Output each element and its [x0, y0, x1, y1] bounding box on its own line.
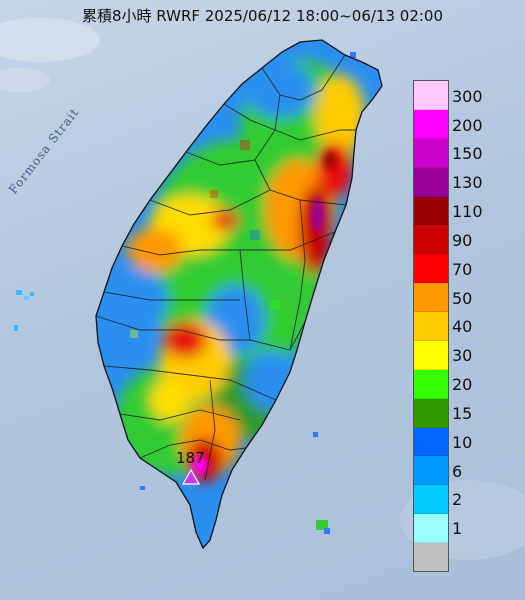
legend-swatch [414, 167, 448, 197]
legend-swatch [414, 254, 448, 284]
legend-swatch [414, 398, 448, 428]
legend-label: 130 [452, 173, 483, 193]
legend-label: 70 [452, 259, 473, 279]
legend-label: 20 [452, 375, 473, 395]
legend-swatch [414, 543, 448, 571]
peak-marker-icon [181, 468, 201, 485]
peak-value-label: 187 [176, 449, 205, 467]
legend-label: 300 [452, 86, 483, 106]
legend-swatch [414, 196, 448, 226]
legend-swatch [414, 312, 448, 341]
legend-label: 40 [452, 317, 473, 337]
legend-swatch [414, 456, 448, 486]
legend-swatch [414, 340, 448, 370]
legend-label: 6 [452, 461, 463, 481]
legend-label: 200 [452, 115, 483, 135]
legend-swatch [414, 81, 448, 110]
legend-swatch [414, 514, 448, 543]
map-title: 累積8小時 RWRF 2025/06/12 18:00~06/13 02:00 [81, 7, 444, 25]
legend-label: 10 [452, 432, 473, 452]
legend-label: 1 [452, 519, 463, 539]
legend-labels: 300 200 150 130 110 90 70 50 40 30 20 15 10 6 2 1 [452, 80, 512, 570]
legend-label [452, 541, 512, 570]
legend-label: 30 [452, 346, 473, 366]
legend-swatch [414, 225, 448, 255]
coastline [95, 39, 383, 550]
taiwan-island [96, 40, 382, 548]
legend-swatch [414, 138, 448, 168]
county-boundaries [95, 54, 356, 481]
legend-swatch [414, 485, 448, 515]
legend-label: 110 [452, 202, 483, 222]
legend-label: 90 [452, 230, 473, 250]
offshore-echoes [14, 52, 356, 534]
legend-label: 2 [452, 490, 463, 510]
legend-label: 50 [452, 288, 473, 308]
legend-swatch [414, 283, 448, 312]
legend-swatch [414, 109, 448, 139]
color-legend [413, 80, 449, 572]
legend-label: 150 [452, 144, 483, 164]
legend-swatch [414, 369, 448, 399]
legend-swatch [414, 427, 448, 457]
legend-label: 15 [452, 403, 473, 423]
